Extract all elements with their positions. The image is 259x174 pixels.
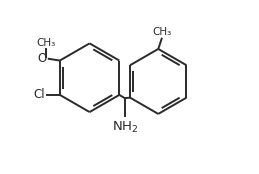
Text: O: O — [38, 52, 47, 65]
Text: NH$_2$: NH$_2$ — [112, 120, 138, 135]
Text: CH₃: CH₃ — [152, 27, 172, 37]
Text: CH₃: CH₃ — [36, 38, 56, 48]
Text: Cl: Cl — [33, 88, 45, 101]
